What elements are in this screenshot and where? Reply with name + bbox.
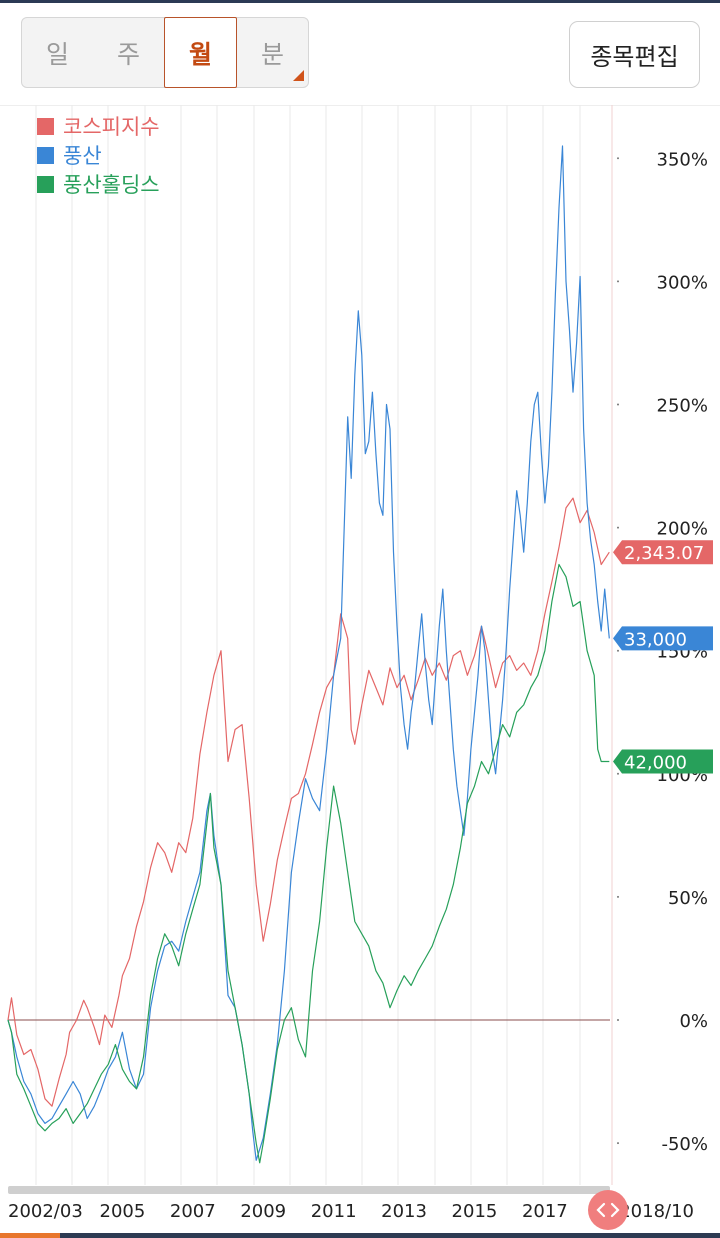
x-tick-label: 2011 xyxy=(311,1201,357,1222)
top-accent-line xyxy=(0,0,720,3)
y-tick-mark xyxy=(617,280,619,283)
end-value-label-2: 42,000 xyxy=(624,752,687,773)
comparison-line-chart: -50%0%50%100%150%200%250%300%350%2,343.0… xyxy=(7,105,713,1230)
bottom-accent-orange xyxy=(0,1233,60,1238)
end-value-tag-1 xyxy=(613,626,713,651)
x-tick-label: 2007 xyxy=(170,1201,216,1222)
scroll-handle-icon[interactable] xyxy=(588,1190,628,1230)
legend-label-1: 풍산 xyxy=(63,144,102,168)
x-tick-label: 2002/03 xyxy=(8,1201,83,1222)
x-tick-label: 2013 xyxy=(381,1201,427,1222)
x-tick-label: 2015 xyxy=(452,1201,498,1222)
end-value-tag-0 xyxy=(613,540,713,565)
y-tick-mark xyxy=(617,895,619,898)
y-tick-mark xyxy=(617,526,619,529)
time-scrollbar-track xyxy=(8,1186,610,1194)
header-divider xyxy=(0,105,720,106)
y-tick-mark xyxy=(617,1142,619,1145)
tab-week[interactable]: 주 xyxy=(116,39,140,69)
y-tick-label: 300% xyxy=(657,272,708,293)
y-tick-label: 250% xyxy=(657,396,708,417)
legend-swatch-2 xyxy=(37,176,54,193)
series-line-2 xyxy=(7,563,610,1164)
dropdown-corner-icon xyxy=(293,70,304,81)
end-value-label-0: 2,343.07 xyxy=(624,543,704,564)
y-tick-mark xyxy=(617,403,619,406)
legend-swatch-1 xyxy=(37,147,54,164)
tab-day[interactable]: 일 xyxy=(45,39,69,69)
y-tick-label: 350% xyxy=(657,149,708,170)
end-value-tag-2 xyxy=(613,749,713,774)
series-line-0 xyxy=(7,497,610,1107)
period-selector: 일 주 월 분 xyxy=(21,17,309,88)
edit-stocks-button[interactable]: 종목편집 xyxy=(569,21,700,88)
y-tick-mark xyxy=(617,1019,619,1021)
y-tick-label: 0% xyxy=(679,1011,708,1032)
bottom-accent-navy xyxy=(60,1233,720,1238)
y-tick-mark xyxy=(617,772,619,775)
legend-label-0: 코스피지수 xyxy=(63,115,160,139)
x-tick-label: 2009 xyxy=(240,1201,286,1222)
x-tick-label: 2017 xyxy=(522,1201,568,1222)
series-line-1 xyxy=(7,145,610,1161)
tab-month[interactable]: 월 xyxy=(164,17,237,88)
y-tick-label: 50% xyxy=(668,888,708,909)
end-value-label-1: 33,000 xyxy=(624,629,687,650)
x-tick-label: 2005 xyxy=(100,1201,146,1222)
tab-minute[interactable]: 분 xyxy=(237,18,308,87)
legend-label-2: 풍산홀딩스 xyxy=(63,173,160,197)
y-tick-mark xyxy=(617,649,619,652)
y-tick-label: -50% xyxy=(661,1134,708,1155)
x-tick-label: 2018/10 xyxy=(619,1201,694,1222)
y-tick-label: 200% xyxy=(657,519,708,540)
legend-swatch-0 xyxy=(37,118,54,135)
scroll-arrows-icon xyxy=(596,1202,620,1218)
y-tick-mark xyxy=(617,157,619,160)
tab-minute-label: 분 xyxy=(260,39,284,69)
